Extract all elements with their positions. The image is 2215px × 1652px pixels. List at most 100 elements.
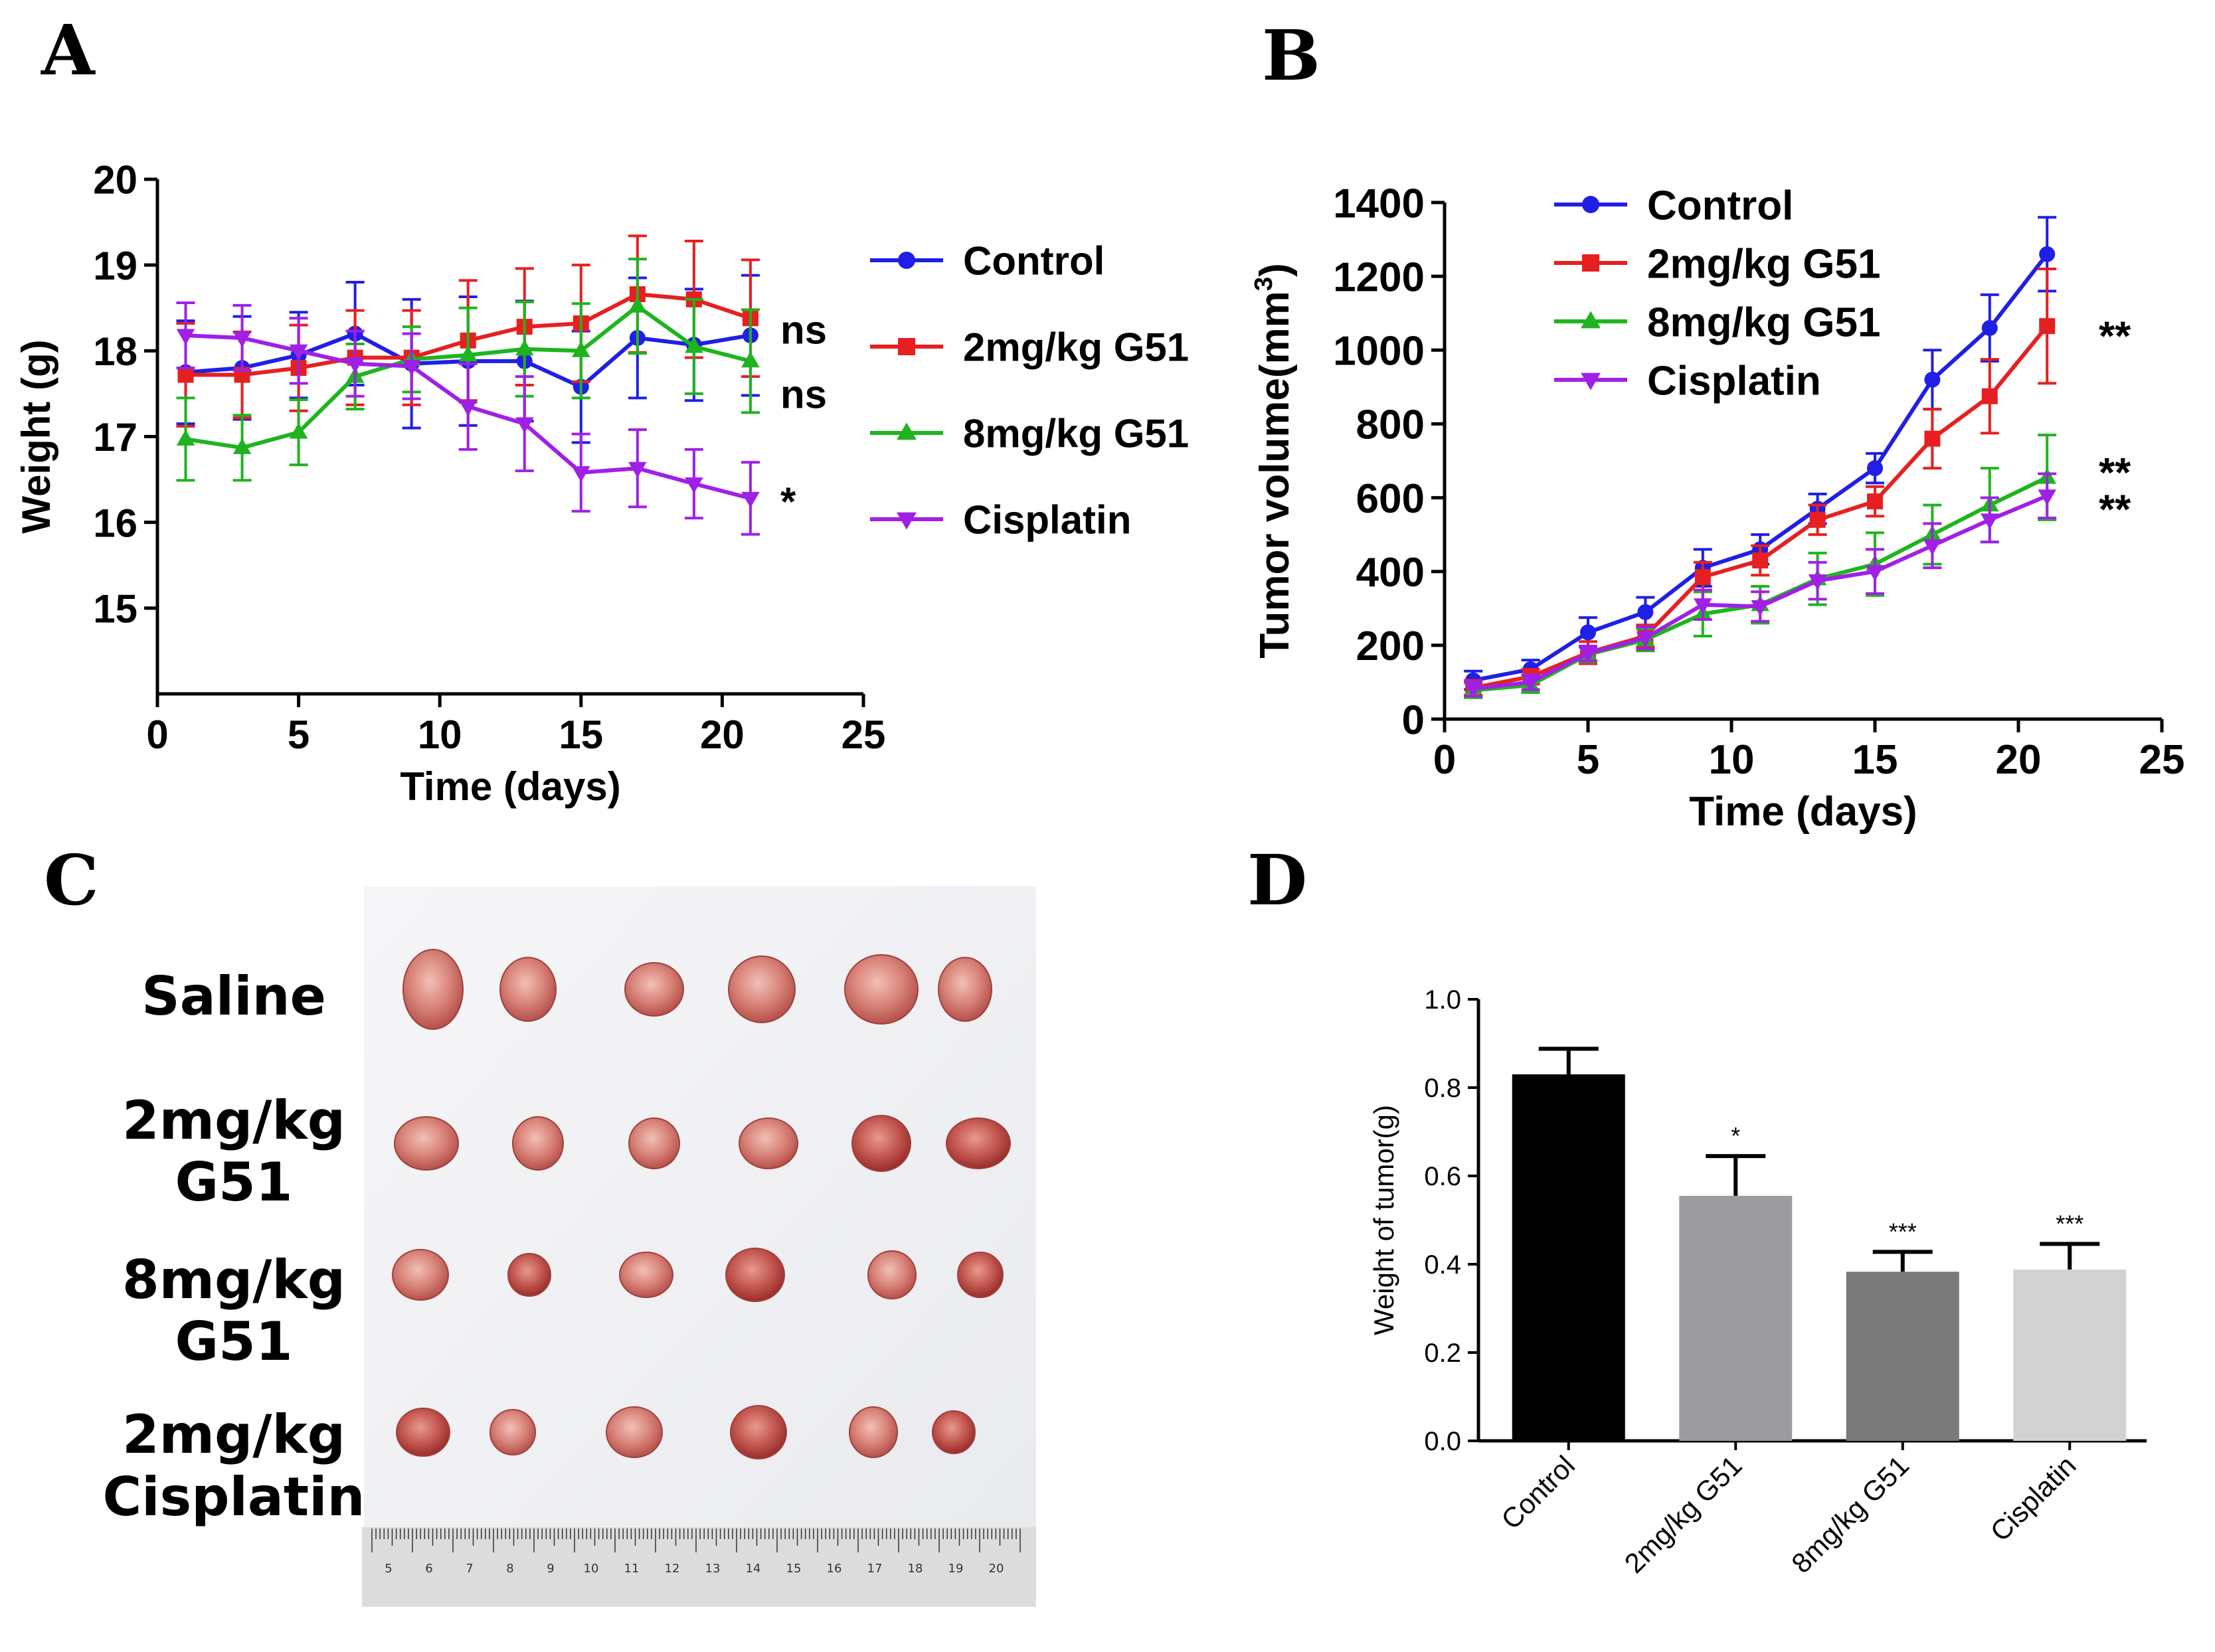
y-tick-label: 200: [1356, 623, 1425, 669]
tumor-sample: [394, 1116, 459, 1171]
y-tick-label: 1000: [1333, 329, 1425, 374]
y-tick-label: 18: [93, 329, 137, 374]
x-axis-label: Time (days): [400, 764, 620, 809]
panel-letter-d: D: [1247, 839, 1307, 921]
legend-marker-2mg-kg-g51: [1582, 254, 1599, 272]
tumor-sample: [489, 1409, 536, 1455]
panel-letter-c: C: [44, 839, 99, 921]
data-point: [572, 466, 590, 483]
tumor-sample: [499, 957, 557, 1022]
data-point: [1981, 388, 1998, 404]
tumor-sample: [849, 1406, 898, 1458]
ruler-number: 7: [466, 1562, 473, 1576]
bar-group-8mg-kg-g51: *** 8mg/kg G51: [1785, 1218, 1959, 1579]
data-point: [741, 491, 760, 508]
ruler-number: 11: [624, 1562, 640, 1576]
ruler-number: 6: [425, 1562, 432, 1576]
y-tick-label: 0.8: [1424, 1074, 1461, 1103]
ruler-number: 15: [786, 1562, 802, 1576]
data-point: [176, 329, 195, 345]
chart-d-tumor-weight: 0.0 0.2 0.4 0.6 0.8 1.0 Weight of tumor(g) Cont…: [1368, 985, 2147, 1579]
x-tick-label: Control: [1495, 1449, 1581, 1535]
y-axis-label: Weight (g): [14, 339, 58, 533]
photo-row-label-cis-line2: Cisplatin: [102, 1466, 365, 1528]
x-tick-label: 25: [2139, 737, 2185, 783]
tumor-sample: [730, 1405, 787, 1459]
legend-marker-2mg-kg-g51: [898, 338, 915, 355]
significance-label: ***: [1889, 1218, 1917, 1245]
legend-marker-8mg-kg-g51: [897, 422, 917, 440]
y-tick-label: 17: [93, 415, 137, 459]
data-point: [2039, 246, 2056, 262]
tumor-sample: [932, 1410, 976, 1454]
tumor-sample: [396, 1408, 450, 1457]
data-point: [1867, 493, 1883, 510]
legend-marker-8mg-kg-g51: [1581, 311, 1601, 329]
y-axis-label-close: ): [1252, 263, 1298, 277]
legend-label-8mg-kg-g51: 8mg/kg G51: [1647, 299, 1880, 345]
axes: 0 5 10 15 20 25 15 16 17 18 19 20 Time (days) Weight …: [14, 158, 885, 809]
significance-annotation: **: [2099, 450, 2131, 496]
y-tick-label: 400: [1356, 550, 1425, 596]
legend-marker-cisplatin: [1581, 372, 1601, 390]
bar-group-2mg-kg-g51: * 2mg/kg G51: [1619, 1122, 1793, 1579]
data-point: [1867, 460, 1883, 477]
data-point: [1981, 513, 1999, 530]
data-point: [176, 429, 195, 446]
photo-row-label-2mg-line2: G51: [175, 1151, 293, 1213]
x-tick-label: 25: [842, 712, 886, 757]
x-tick-label: 2mg/kg G51: [1619, 1449, 1748, 1579]
y-tick-label: 600: [1356, 476, 1425, 522]
significance-annotation: *: [780, 479, 796, 524]
x-tick-label: 20: [1996, 737, 2042, 783]
ruler-number: 9: [547, 1562, 554, 1576]
data-point: [685, 337, 703, 353]
ruler-body: [362, 1527, 1036, 1607]
series-cisplatin: [176, 301, 760, 536]
tumor-sample: [725, 1248, 785, 1302]
x-tick-label: 0: [146, 712, 168, 757]
ruler-number: 20: [989, 1562, 1004, 1576]
legend-label-control: Control: [1647, 183, 1793, 228]
ruler-number: 18: [908, 1562, 923, 1576]
data-point: [1579, 647, 1597, 663]
x-tick-label: Cisplatin: [1984, 1449, 2082, 1547]
legend-label-control: Control: [963, 239, 1105, 284]
photo-row-label-8mg-line2: G51: [175, 1311, 293, 1372]
y-tick-label: 20: [93, 158, 137, 203]
data-point: [1923, 539, 1942, 556]
data-point: [2039, 318, 2056, 335]
tumor-sample: [507, 1253, 551, 1297]
data-point: [1924, 430, 1941, 447]
data-point: [1808, 574, 1827, 591]
x-tick-label: 10: [1709, 737, 1755, 783]
data-point: [1636, 631, 1655, 648]
chart-b-tumor-volume: 0 5 10 15 20 25 0 200 400 600 800 1000 1200 1400 Time …: [1249, 181, 2184, 835]
photo-background: [362, 886, 1036, 1607]
data-point: [572, 341, 590, 357]
significance-annotation: **: [2099, 313, 2131, 359]
y-tick-label: 0.6: [1424, 1162, 1461, 1191]
data-point: [1981, 319, 1998, 336]
tumor-sample: [392, 1249, 449, 1301]
data-point: [458, 400, 478, 416]
significance-annotation: ns: [780, 372, 827, 417]
x-tick-label: 5: [1577, 737, 1599, 783]
tumor-sample: [512, 1116, 564, 1171]
x-tick-label: 0: [1433, 737, 1456, 783]
panel-letter-a: A: [41, 9, 96, 91]
y-axis-label-superscript: 3: [1249, 277, 1278, 291]
photo-row-label-cis-line1: 2mg/kg: [122, 1404, 345, 1465]
tumor-sample: [624, 962, 684, 1017]
tumor-sample: [957, 1252, 1004, 1298]
ruler-number: 13: [705, 1562, 721, 1576]
data-point: [232, 438, 252, 454]
series-cisplatin: [1464, 472, 2057, 699]
data-point: [2038, 489, 2056, 506]
tumor-sample: [739, 1117, 798, 1169]
x-tick-label: 5: [288, 712, 310, 757]
tumor-sample: [938, 957, 992, 1022]
ruler: 5 6 7 8 9 10 11 12 13 14 15 16 17 18 19 20: [362, 1527, 1036, 1607]
y-tick-label: 15: [93, 586, 137, 631]
y-tick-label: 1200: [1333, 254, 1425, 300]
